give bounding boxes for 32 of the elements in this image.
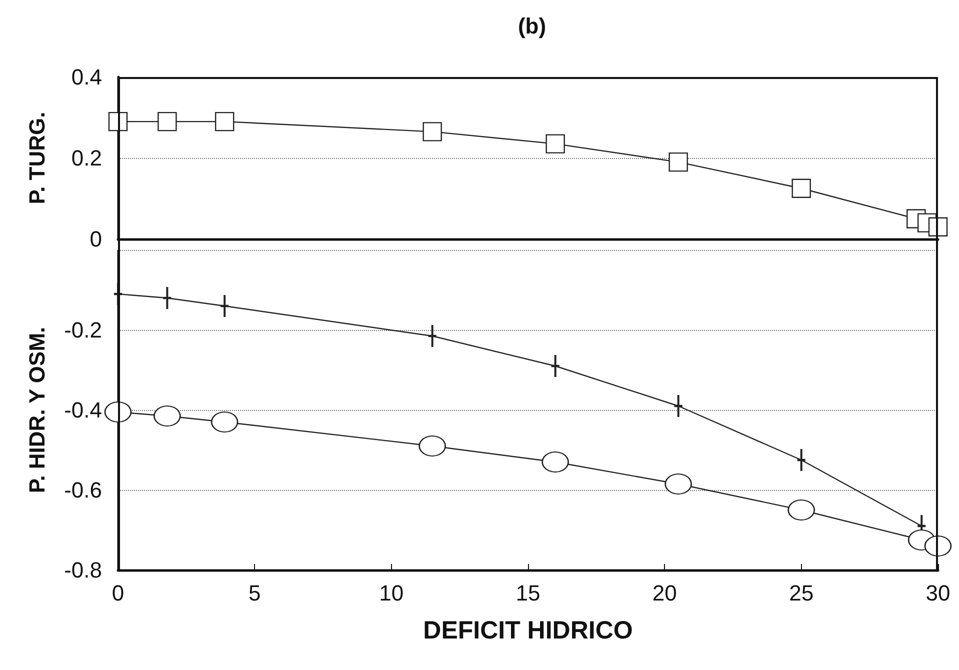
y-tick-label: -0.8 bbox=[64, 558, 102, 582]
x-tick-label: 5 bbox=[248, 580, 261, 606]
x-tick-label: 15 bbox=[516, 580, 540, 606]
y-tick-label: 0.2 bbox=[71, 146, 102, 170]
point bbox=[924, 535, 952, 557]
point bbox=[792, 178, 811, 198]
x-tick-label: 20 bbox=[652, 580, 677, 606]
y-tick-label: -0.2 bbox=[64, 318, 102, 342]
point bbox=[546, 134, 565, 154]
y-tick-label: 0.4 bbox=[71, 64, 102, 90]
point bbox=[211, 411, 238, 433]
x-tick-label: 30 bbox=[926, 580, 950, 606]
y-tick-label: 0 bbox=[90, 226, 102, 252]
point bbox=[158, 112, 177, 132]
y-tick-label: -0.6 bbox=[64, 478, 102, 502]
y-tick-label: -0.4 bbox=[64, 398, 102, 422]
point bbox=[664, 473, 692, 495]
x-tick-label: 25 bbox=[789, 580, 814, 606]
point bbox=[215, 112, 234, 132]
point bbox=[418, 435, 446, 457]
y-axis-title: P. HIDR. Y OSM. bbox=[24, 326, 50, 494]
point bbox=[154, 405, 181, 427]
chart-title: (b) bbox=[518, 14, 546, 38]
y-axis-title: P. TURG. bbox=[24, 112, 50, 204]
x-tick-label: 10 bbox=[379, 580, 404, 606]
point bbox=[104, 401, 132, 423]
point bbox=[788, 499, 815, 521]
x-tick-label: 0 bbox=[112, 580, 124, 606]
point bbox=[422, 122, 442, 142]
point bbox=[668, 152, 688, 172]
point bbox=[542, 451, 569, 473]
x-axis-title: DEFICIT HIDRICO bbox=[423, 616, 633, 644]
